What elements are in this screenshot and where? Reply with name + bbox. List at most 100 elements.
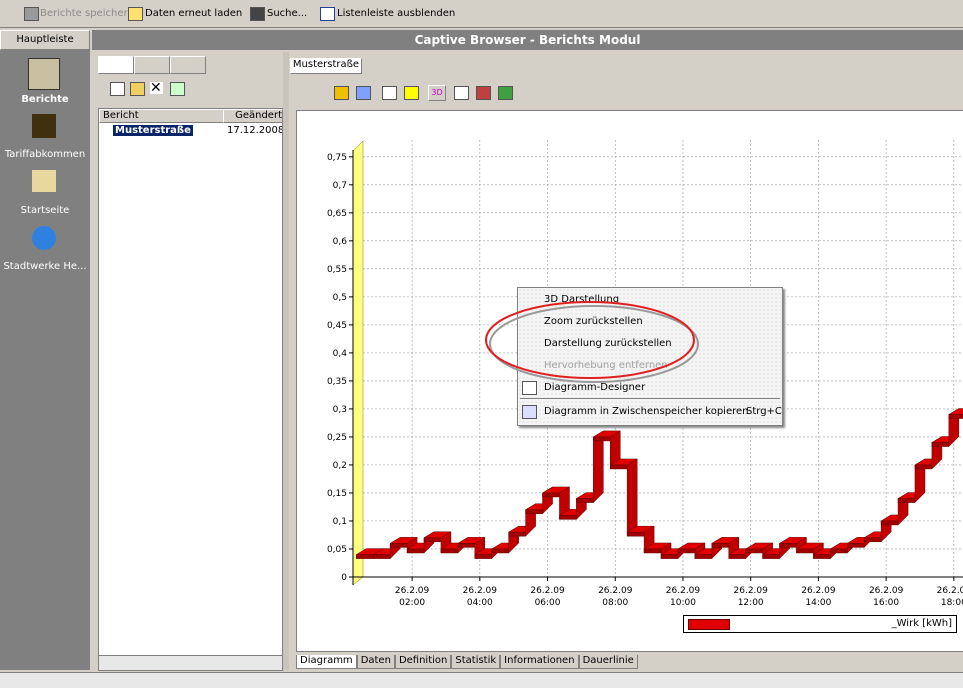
icon[interactable] xyxy=(130,82,145,96)
x-tick-label: 26.2.09 08:00 xyxy=(598,586,633,608)
icon[interactable] xyxy=(498,86,513,100)
icon xyxy=(522,381,537,395)
ribbon-step xyxy=(863,514,893,543)
icon xyxy=(320,7,335,21)
icon[interactable] xyxy=(300,86,313,98)
toolbar-button[interactable]: Daten erneut laden xyxy=(145,8,243,19)
y-tick-label: 0,1 xyxy=(333,517,347,527)
tab[interactable] xyxy=(170,56,206,74)
x-tick-label: 26.2.09 06:00 xyxy=(530,586,565,608)
ribbon-step xyxy=(626,525,656,554)
bottom-tab[interactable]: Dauerlinie xyxy=(578,655,638,669)
icon xyxy=(32,170,56,192)
y-tick-label: 0,4 xyxy=(333,349,348,359)
ribbon-front xyxy=(728,554,746,559)
chart-wall xyxy=(352,140,364,586)
report-name[interactable]: Musterstraße xyxy=(113,125,193,136)
sidebar-item[interactable]: Startseite xyxy=(20,205,70,216)
x-tick-label: 26.2.09 14:00 xyxy=(801,586,836,608)
ribbon-front xyxy=(931,442,950,447)
ribbon-front xyxy=(389,543,408,548)
toolbar-button[interactable]: Listenleiste ausblenden xyxy=(337,8,456,19)
x-tick-label: 26.2.0918:00 xyxy=(937,586,963,608)
column-header[interactable]: Bericht xyxy=(99,109,224,123)
icon xyxy=(522,405,537,419)
ribbon-front xyxy=(356,554,374,559)
y-tick-label: 0,2 xyxy=(333,461,347,471)
icon[interactable] xyxy=(356,86,371,100)
menu-item[interactable]: 3D Darstellung xyxy=(544,294,620,305)
legend-label: _Wirk [kWh] xyxy=(891,618,952,629)
toolbar-button[interactable]: Berichte speichern xyxy=(40,8,134,19)
tab[interactable] xyxy=(134,56,170,74)
tab[interactable] xyxy=(98,56,134,74)
ribbon-front xyxy=(406,548,425,554)
ribbon-front xyxy=(423,537,442,543)
sidebar-item[interactable]: Berichte xyxy=(21,94,69,105)
bottom-tab[interactable]: Diagramm xyxy=(296,655,357,669)
x-tick-label: 26.2.09 12:00 xyxy=(734,586,769,608)
y-tick-label: 0,35 xyxy=(327,377,347,387)
y-tick-label: 0,75 xyxy=(327,153,347,163)
y-tick-label: 0,25 xyxy=(327,433,347,443)
y-tick-label: 0,05 xyxy=(327,545,347,555)
menu-item[interactable]: Diagramm in Zwischenspeicher kopieren xyxy=(544,406,749,417)
bottom-tab[interactable]: Statistik xyxy=(451,655,501,669)
y-tick-label: 0,7 xyxy=(333,181,347,191)
splitter[interactable] xyxy=(283,52,289,670)
ribbon-front xyxy=(593,436,611,442)
y-tick-label: 0,45 xyxy=(327,321,347,331)
sidebar-item[interactable]: Stadtwerke He... xyxy=(3,261,87,272)
icon[interactable] xyxy=(454,86,469,100)
toolbar-button[interactable]: 3D xyxy=(428,85,446,101)
h-scrollbar[interactable] xyxy=(0,672,963,688)
icon[interactable] xyxy=(382,86,397,100)
icon[interactable] xyxy=(404,86,419,100)
ribbon-step xyxy=(609,458,639,537)
ribbon-front xyxy=(694,554,713,559)
menu-item[interactable]: Darstellung zurückstellen xyxy=(544,338,672,349)
menu-item[interactable]: Zoom zurückstellen xyxy=(544,316,643,327)
chart: 0 0,05 0,1 0,15 0,2 0,25 0,3 0,35 0,4 0,45 0,5 0,55… xyxy=(296,110,963,652)
ribbon-riser xyxy=(593,430,604,504)
icon xyxy=(24,7,39,21)
annotation-shadow xyxy=(489,305,699,383)
menu-item[interactable]: Diagramm-Designer xyxy=(544,382,646,393)
toolbar-button[interactable]: Suche... xyxy=(267,8,308,19)
sidebar: Berichte Tariffabkommen Startseite Stadt… xyxy=(0,50,90,670)
ribbon-front xyxy=(372,554,391,559)
y-tick-label: 0,3 xyxy=(333,405,347,415)
ribbon-front xyxy=(711,543,730,548)
ribbon-front xyxy=(474,554,492,559)
y-tick-label: 0,55 xyxy=(327,265,347,275)
bottom-tab[interactable]: Informationen xyxy=(500,655,579,669)
icon[interactable]: ✕ xyxy=(150,80,163,96)
bottom-tab[interactable]: Daten xyxy=(356,655,395,669)
legend-swatch xyxy=(688,619,730,630)
sidebar-header[interactable]: Hauptleiste xyxy=(0,30,90,50)
separator xyxy=(520,398,780,399)
title-bar: Captive Browser - Berichts Modul xyxy=(92,30,963,50)
icon[interactable] xyxy=(476,86,491,100)
legend: _Wirk [kWh] xyxy=(683,615,957,633)
ribbon-front xyxy=(508,531,526,537)
ribbon-front xyxy=(745,548,763,554)
document-tab[interactable]: Musterstraße xyxy=(290,58,362,74)
report-list: Bericht Geändert Musterstraße 17.12.2008 xyxy=(98,108,283,657)
report-panel: ✕ Bericht Geändert Musterstraße 17.12.20… xyxy=(92,52,283,671)
x-tick-label: 26.2.09 02:00 xyxy=(395,586,430,608)
icon[interactable] xyxy=(334,86,349,100)
icon xyxy=(128,7,143,21)
context-menu: 3D Darstellung Zoom zurückstellen Darste… xyxy=(517,287,783,426)
scrollbar[interactable] xyxy=(98,655,283,671)
x-tick-label: 26.2.09 04:00 xyxy=(463,586,498,608)
icon[interactable] xyxy=(110,82,125,96)
bottom-tab[interactable]: Definition xyxy=(394,655,452,669)
icon[interactable] xyxy=(170,82,185,96)
ribbon-front xyxy=(779,543,797,548)
ribbon-front xyxy=(491,548,509,554)
column-header[interactable]: Geändert xyxy=(223,109,283,123)
ribbon-front xyxy=(677,548,696,554)
sidebar-item[interactable]: Tariffabkommen xyxy=(4,149,86,160)
